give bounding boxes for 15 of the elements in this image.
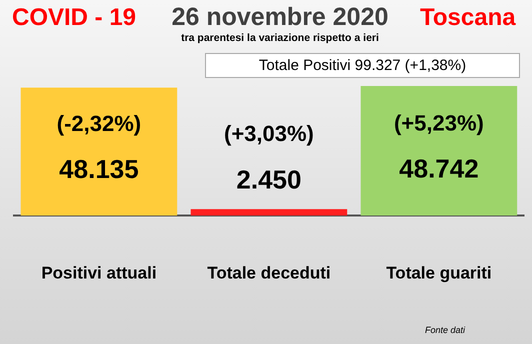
chart-title: 26 novembre 2020 (170, 3, 390, 32)
x-tick-label: Totale guariti (386, 263, 492, 282)
x-tick-label: Positivi attuali (41, 263, 157, 282)
annotation: (+3,03%) (224, 121, 314, 146)
chart-subtitle: tra parentesi la variazione rispetto a ieri (180, 32, 380, 44)
source-note: Fonte dati (425, 325, 466, 335)
data-label: 2.450 (236, 164, 302, 194)
data-label: 48.742 (399, 153, 479, 184)
text: Toscana (420, 4, 516, 32)
x-tick-label: Totale deceduti (207, 263, 331, 282)
data-label: 48.135 (59, 154, 139, 184)
annotation: (-2,32%) (56, 110, 142, 136)
annotation: (+5,23%) (394, 110, 484, 136)
text: Totale Positivi 99.327 (+1,38%) (205, 53, 520, 78)
text: COVID - 19 (12, 4, 136, 32)
